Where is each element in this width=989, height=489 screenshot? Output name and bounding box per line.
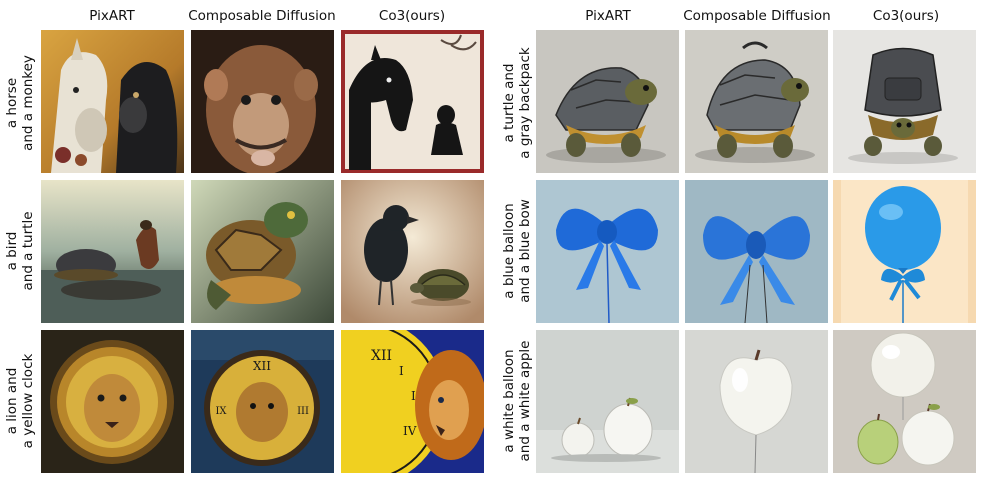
row-label-lion-clock: a lion and a yellow clock (4, 353, 36, 448)
svg-text:XII: XII (253, 359, 271, 373)
image-bird-turtle-composable (191, 180, 334, 323)
col-header-co3: Co3(ours) (378, 8, 446, 24)
image-horse-monkey-co3 (341, 30, 484, 173)
col-header-pixart: PixART (89, 8, 135, 24)
image-bird-turtle-co3 (341, 180, 484, 323)
svg-text:III: III (297, 406, 309, 417)
col-header-co3: Co3(ours) (872, 8, 940, 24)
image-turtle-backpack-pixart (536, 30, 679, 173)
image-turtle-backpack-composable (685, 30, 828, 173)
image-balloon-apple-composable (685, 330, 828, 473)
image-balloon-bow-co3 (833, 180, 976, 323)
row-label-balloon-bow: a blue balloon and a blue bow (501, 198, 533, 303)
left-panel: PixART Composable Diffusion Co3(ours) a … (0, 0, 492, 489)
svg-text:XII: XII (371, 348, 392, 364)
col-header-composable-diffusion: Composable Diffusion (188, 8, 336, 24)
row-label-bird-turtle: a bird and a turtle (4, 210, 36, 291)
col-header-pixart: PixART (585, 8, 631, 24)
image-lion-clock-pixart (41, 330, 184, 473)
image-balloon-apple-pixart (536, 330, 679, 473)
col-header-composable-diffusion: Composable Diffusion (683, 8, 831, 24)
image-balloon-bow-composable (685, 180, 828, 323)
image-balloon-apple-co3 (833, 330, 976, 473)
svg-text:IX: IX (215, 406, 227, 417)
image-horse-monkey-composable (191, 30, 334, 173)
svg-text:IV: IV (403, 424, 417, 438)
image-turtle-backpack-co3 (833, 30, 976, 173)
image-lion-clock-composable: XII III IX (191, 330, 334, 473)
image-balloon-bow-pixart (536, 180, 679, 323)
row-label-horse-monkey: a horse and a monkey (4, 54, 36, 151)
image-horse-monkey-pixart (41, 30, 184, 173)
row-label-turtle-backpack: a turtle and a gray backpack (501, 46, 533, 159)
row-label-balloon-apple: a white balloon and a white apple (501, 340, 533, 461)
image-lion-clock-co3: XII I II IV (341, 330, 484, 473)
right-panel: PixART Composable Diffusion Co3(ours) a … (497, 0, 989, 489)
svg-text:I: I (399, 364, 404, 378)
image-bird-turtle-pixart (41, 180, 184, 323)
